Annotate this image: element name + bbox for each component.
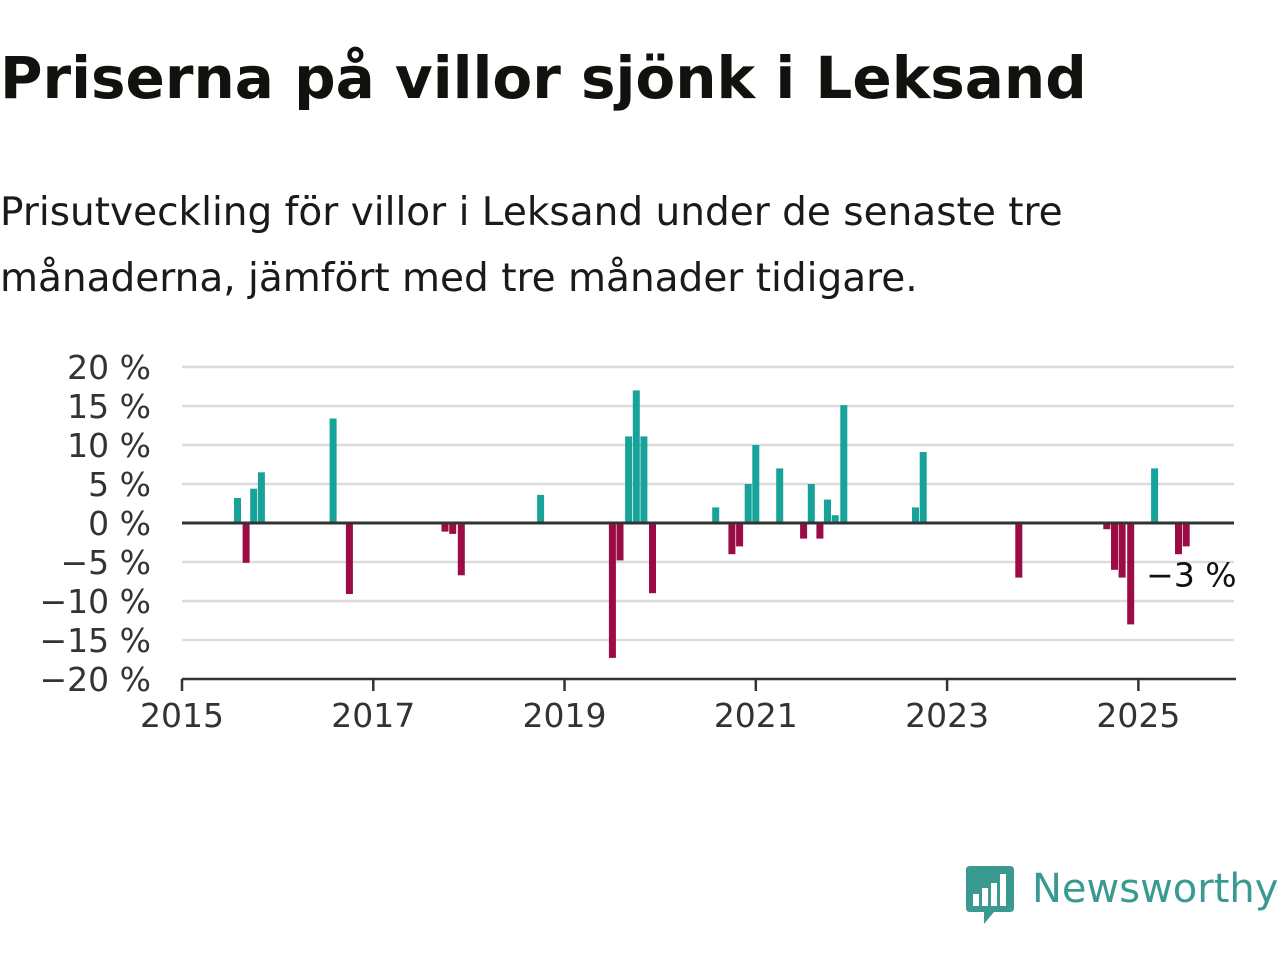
bar bbox=[608, 523, 616, 658]
bar bbox=[800, 523, 808, 539]
bar bbox=[1111, 523, 1118, 570]
y-tick-label: 20 % bbox=[67, 348, 151, 387]
bar-chart: 20 %15 %10 %5 %0 %−5 %−10 %−15 %−20 %201… bbox=[40, 348, 1237, 735]
gridlines bbox=[182, 365, 1234, 681]
bars bbox=[234, 390, 1190, 658]
bar bbox=[919, 452, 927, 523]
bar bbox=[744, 484, 752, 523]
bar bbox=[457, 523, 465, 576]
x-tick-label: 2025 bbox=[1096, 696, 1180, 735]
x-tick-label: 2023 bbox=[905, 696, 989, 735]
bar bbox=[640, 436, 648, 523]
bar bbox=[752, 445, 760, 523]
y-tick-label: −5 % bbox=[61, 543, 152, 582]
tick-labels: 20 %15 %10 %5 %0 %−5 %−10 %−15 %−20 %201… bbox=[40, 348, 1181, 735]
bar bbox=[329, 418, 337, 523]
bar bbox=[250, 488, 258, 523]
bar bbox=[449, 523, 457, 534]
bar bbox=[728, 523, 736, 555]
axes bbox=[180, 521, 1236, 691]
bar bbox=[840, 405, 848, 523]
bar bbox=[912, 507, 919, 523]
bar bbox=[1127, 523, 1135, 625]
chart-subtitle: Prisutveckling för villor i Leksand unde… bbox=[0, 190, 1063, 301]
y-tick-label: 15 % bbox=[67, 387, 151, 426]
bar bbox=[1015, 523, 1023, 578]
y-tick-label: −15 % bbox=[40, 621, 152, 660]
value-annotation: −3 % bbox=[1146, 555, 1237, 594]
bar bbox=[776, 468, 784, 523]
bar bbox=[1182, 523, 1190, 547]
y-tick-label: −10 % bbox=[40, 582, 152, 621]
bar bbox=[242, 523, 250, 563]
bar bbox=[649, 523, 656, 594]
x-tick-label: 2021 bbox=[714, 696, 798, 735]
bar bbox=[1175, 523, 1182, 555]
bar bbox=[616, 523, 624, 561]
bar bbox=[1118, 523, 1126, 578]
bar bbox=[632, 390, 640, 523]
bar bbox=[736, 523, 744, 547]
bar bbox=[257, 472, 265, 523]
bar bbox=[831, 515, 839, 523]
newsworthy-logo: Newsworthy bbox=[964, 864, 1279, 928]
y-tick-label: 0 % bbox=[88, 504, 151, 543]
bar-chart-speech-bubble-icon bbox=[966, 866, 1014, 924]
bar bbox=[807, 484, 815, 523]
x-tick-label: 2017 bbox=[331, 696, 415, 735]
bar bbox=[712, 507, 720, 523]
brand-name: Newsworthy bbox=[1032, 866, 1279, 912]
bar bbox=[234, 498, 241, 523]
bar bbox=[441, 523, 449, 532]
y-tick-label: −20 % bbox=[40, 660, 152, 699]
x-tick-label: 2019 bbox=[523, 696, 607, 735]
bar bbox=[537, 494, 545, 523]
x-tick-label: 2015 bbox=[140, 696, 224, 735]
bar bbox=[1103, 523, 1111, 530]
annotations: −3 % bbox=[1146, 555, 1237, 594]
bar bbox=[345, 523, 353, 594]
bar bbox=[824, 499, 831, 523]
bar bbox=[816, 523, 824, 539]
y-tick-label: 5 % bbox=[88, 465, 151, 504]
chart-title: Priserna på villor sjönk i Leksand bbox=[0, 44, 1087, 112]
bar bbox=[1151, 468, 1159, 523]
bar bbox=[625, 436, 633, 523]
y-tick-label: 10 % bbox=[67, 426, 151, 465]
